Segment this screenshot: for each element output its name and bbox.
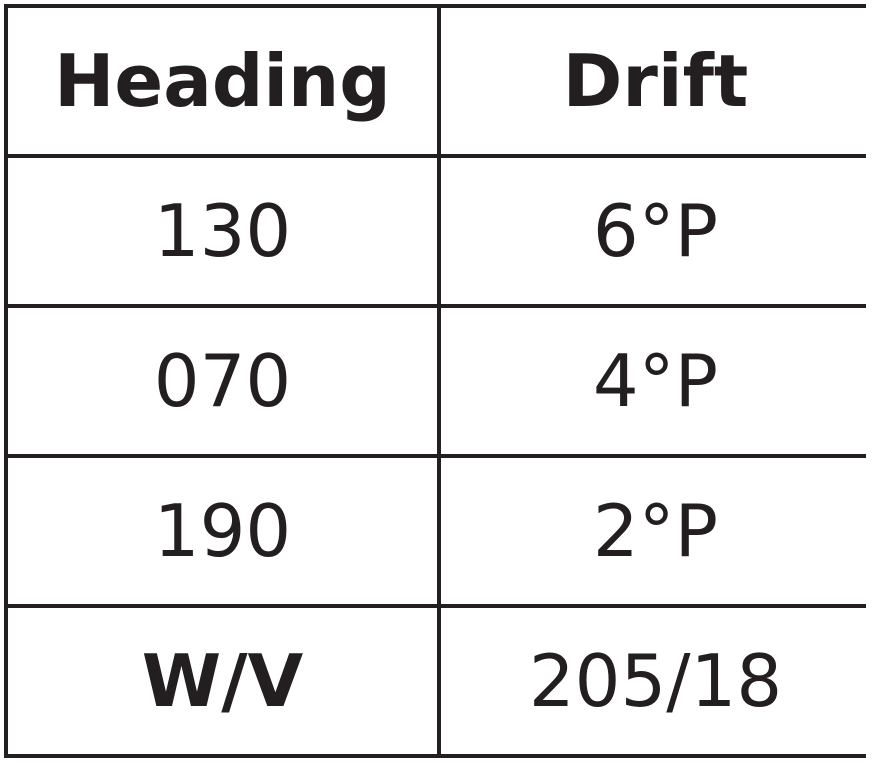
footer-wv-value: 205/18: [441, 608, 870, 754]
row-2-heading: 070: [8, 308, 437, 454]
footer-wv-label: W/V: [8, 608, 437, 754]
row-3-drift: 2°P: [441, 458, 870, 604]
row-1-heading: 130: [8, 158, 437, 304]
row-3-heading: 190: [8, 458, 437, 604]
row-1-drift: 6°P: [441, 158, 870, 304]
header-drift: Drift: [441, 8, 870, 154]
header-heading: Heading: [8, 8, 437, 154]
row-2-drift: 4°P: [441, 308, 870, 454]
data-table: Heading Drift 130 6°P 070 4°P 190 2°P W/…: [4, 4, 870, 758]
